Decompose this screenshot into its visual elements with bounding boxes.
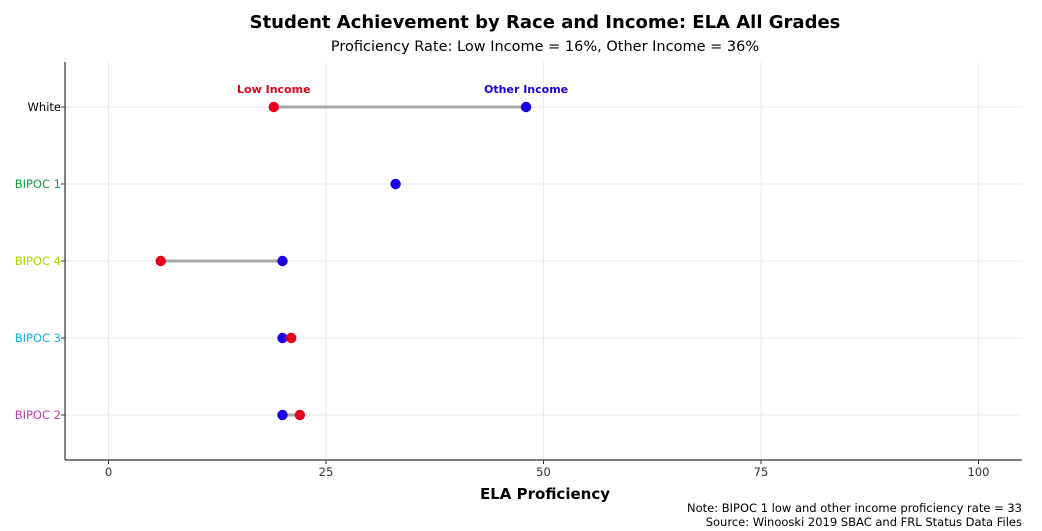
x-tick-label-100: 100: [968, 465, 990, 479]
axis-labels: 0 25 50 75 100 White BIPOC 1 BIPOC 4 BIPOC 3 BIPO…: [15, 100, 990, 479]
point-other-income-2: [277, 255, 288, 267]
category-label-0: White: [28, 100, 61, 114]
point-low-income-2: [155, 255, 166, 267]
x-axis-title: ELA Proficiency: [480, 485, 610, 503]
chart-subtitle: Proficiency Rate: Low Income = 16%, Othe…: [331, 39, 759, 55]
x-tick-label-50: 50: [536, 465, 551, 479]
category-label-1: BIPOC 1: [15, 177, 61, 191]
point-other-income-4: [277, 409, 288, 421]
chart-title: Student Achievement by Race and Income: …: [250, 12, 841, 33]
note-line-2: Source: Winooski 2019 SBAC and FRL Statu…: [706, 515, 1022, 529]
category-label-2: BIPOC 4: [15, 254, 61, 268]
legend-label-other-income: Other Income: [484, 83, 568, 96]
data-points: [155, 101, 532, 421]
x-tick-label-25: 25: [319, 465, 334, 479]
point-other-income-3: [277, 332, 288, 344]
x-tick-label-75: 75: [754, 465, 769, 479]
legend-label-low-income: Low Income: [237, 83, 310, 96]
legend: Low Income Other Income: [237, 83, 568, 96]
note-line-1: Note: BIPOC 1 low and other income profi…: [687, 501, 1022, 515]
axes: [61, 62, 1022, 464]
point-low-income-3: [286, 332, 297, 344]
x-tick-label-0: 0: [105, 465, 112, 479]
point-low-income-4: [294, 409, 306, 421]
category-label-4: BIPOC 2: [15, 408, 61, 422]
category-label-3: BIPOC 3: [15, 331, 61, 345]
grid: [65, 62, 1022, 460]
point-low-income-0: [268, 101, 279, 113]
point-other-income-1: [390, 178, 401, 190]
point-other-income-0: [520, 101, 532, 113]
